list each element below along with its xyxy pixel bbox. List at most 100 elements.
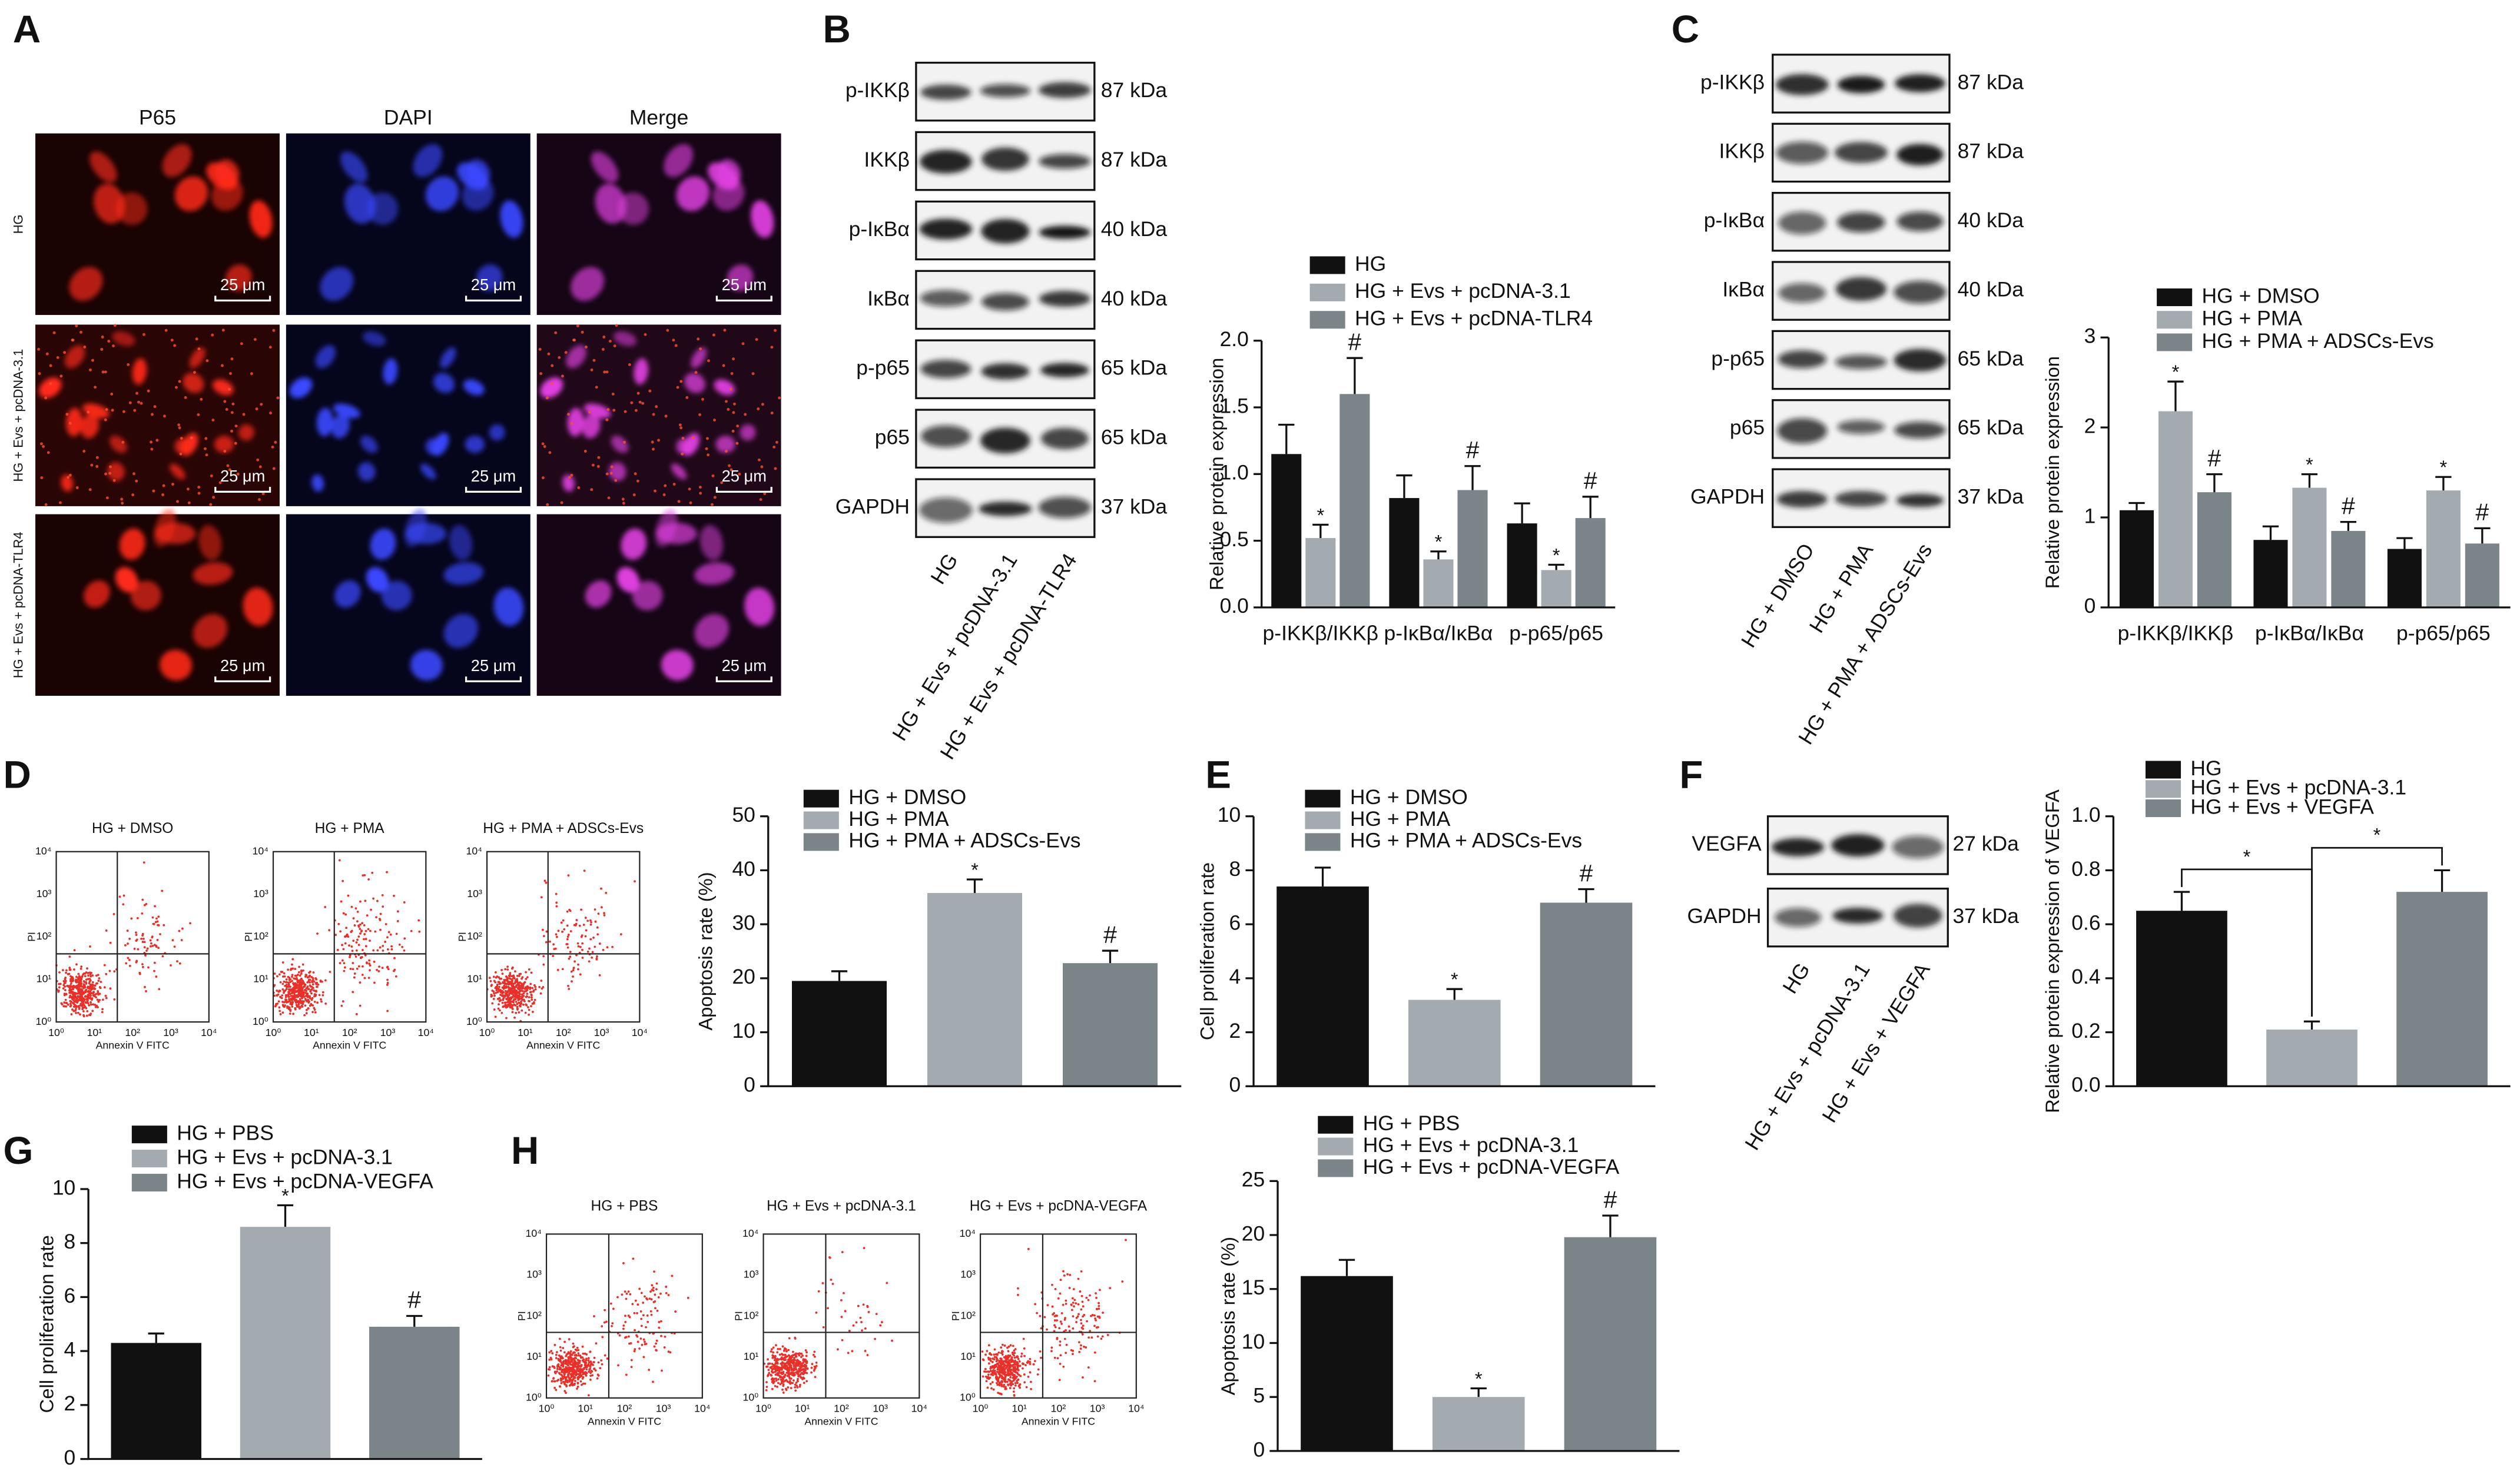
speckle: [174, 386, 178, 389]
event-dot: [848, 1329, 851, 1332]
flow-y-tick: 10⁰: [743, 1392, 759, 1403]
event-dot: [334, 934, 337, 937]
legend-label: HG + DMSO: [2202, 284, 2320, 307]
event-dot: [519, 981, 522, 984]
event-dot: [376, 968, 378, 971]
event-dot: [793, 1353, 796, 1356]
flow-x-tick: 10⁴: [418, 1027, 434, 1038]
speckle: [105, 496, 109, 500]
event-dot: [363, 977, 366, 980]
event-dot: [64, 980, 67, 982]
event-dot: [792, 1359, 795, 1362]
event-dot: [1033, 1360, 1036, 1363]
legend-label: HG + Evs + pcDNA-3.1: [177, 1145, 393, 1168]
band: [1778, 283, 1826, 303]
event-dot: [510, 982, 513, 985]
event-dot: [1057, 1297, 1060, 1300]
event-dot: [316, 932, 319, 935]
event-dot: [386, 948, 389, 951]
event-dot: [987, 1376, 990, 1379]
flow-y-tick: 10³: [467, 888, 482, 899]
event-dot: [802, 1359, 805, 1362]
speckle: [681, 437, 685, 440]
event-dot: [784, 1373, 787, 1376]
event-dot: [77, 1011, 79, 1014]
bar: [1276, 886, 1369, 1087]
legend-swatch: [1309, 256, 1345, 274]
event-dot: [793, 1357, 795, 1359]
cell-nucleus: [463, 379, 485, 396]
event-dot: [1000, 1346, 1003, 1349]
blot-bands: [1778, 348, 1947, 371]
cell-nucleus: [694, 562, 734, 585]
speckle: [730, 372, 734, 375]
event-dot: [505, 975, 508, 978]
event-dot: [1040, 1356, 1042, 1359]
speckle: [712, 333, 715, 337]
bar: [2396, 892, 2488, 1087]
event-dot: [567, 1361, 570, 1363]
event-dot: [309, 996, 311, 999]
speckle: [164, 328, 168, 332]
event-dot: [279, 981, 282, 984]
event-dot: [1020, 1352, 1023, 1355]
event-dot: [986, 1350, 989, 1352]
cell-nucleus: [571, 267, 605, 301]
band: [1778, 211, 1826, 235]
event-dot: [1095, 1319, 1097, 1322]
event-dot: [1002, 1368, 1004, 1371]
event-dot: [153, 961, 156, 964]
y-tick-label: 0.2: [2071, 1019, 2100, 1043]
event-dot: [1080, 1344, 1082, 1347]
dots: [55, 861, 191, 1018]
event-dot: [176, 960, 178, 962]
event-dot: [170, 964, 172, 967]
speckle: [655, 405, 658, 409]
event-dot: [500, 1011, 503, 1014]
event-dot: [788, 1361, 791, 1364]
cell-group: [585, 509, 775, 680]
event-dot: [592, 937, 595, 939]
flow-y-label: PI: [25, 932, 37, 942]
event-dot: [1059, 1340, 1062, 1343]
speckle: [184, 396, 187, 399]
event-dot: [299, 998, 301, 1001]
error-bar: [1514, 502, 1530, 524]
event-dot: [516, 978, 518, 981]
event-dot: [340, 900, 343, 903]
event-dot: [291, 980, 293, 982]
speckle: [595, 386, 598, 389]
event-dot: [1003, 1344, 1006, 1347]
band: [1834, 142, 1888, 163]
event-dot: [294, 991, 297, 993]
y-tick-label: 2: [1229, 1019, 1241, 1043]
event-dot: [75, 981, 78, 984]
blot-bands: [919, 496, 1092, 523]
event-dot: [1065, 1302, 1067, 1305]
event-dot: [606, 946, 609, 949]
cell-nucleus: [116, 192, 148, 225]
event-dot: [1003, 1356, 1006, 1359]
event-dot: [532, 989, 535, 992]
event-dot: [556, 1370, 558, 1373]
flow-x-tick: 10²: [342, 1027, 357, 1038]
event-dot: [785, 1379, 788, 1382]
band: [1040, 363, 1089, 377]
event-dot: [550, 1350, 553, 1352]
legend-label: HG + Evs + pcDNA-TLR4: [1355, 307, 1593, 330]
speckle: [763, 492, 767, 496]
scale-bar: [214, 296, 271, 302]
event-dot: [1002, 1376, 1004, 1379]
speckle: [590, 488, 593, 492]
event-dot: [520, 995, 523, 998]
event-dot: [841, 1251, 844, 1253]
event-dot: [320, 998, 322, 1001]
event-dot: [549, 940, 551, 943]
event-dot: [600, 906, 603, 909]
cell-nucleus: [89, 151, 117, 182]
y-axis-label: Relative protein expression of VEGFA: [2041, 789, 2063, 1113]
event-dot: [338, 859, 341, 862]
event-dot: [564, 1377, 567, 1380]
event-dot: [95, 974, 98, 977]
event-dot: [348, 944, 350, 947]
